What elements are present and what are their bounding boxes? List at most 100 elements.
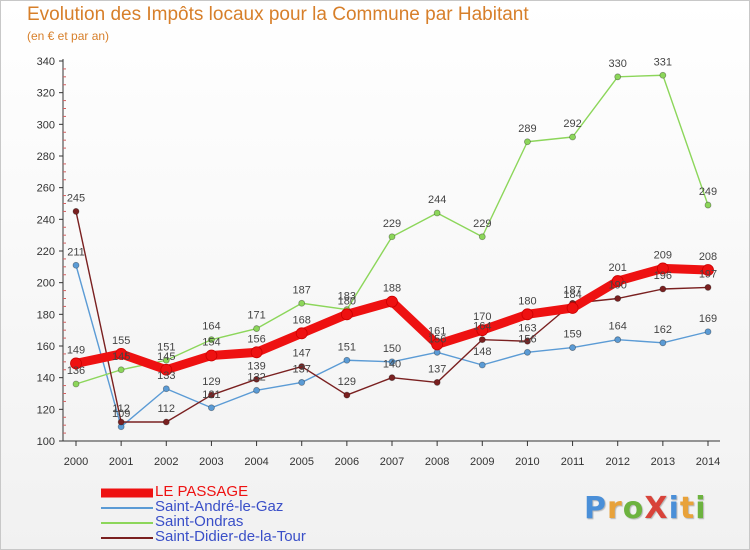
data-label: 150 [383,343,401,355]
data-label: 168 [293,314,311,326]
data-point [702,264,714,276]
data-point [524,348,531,356]
data-label: 162 [654,324,672,336]
data-label: 156 [518,333,536,345]
data-point [340,308,353,321]
chart-subtitle: (en € et par an) [27,29,110,43]
data-label: 145 [112,351,130,363]
data-point [388,233,396,241]
legend-swatch [101,506,153,509]
data-point [704,284,712,291]
data-point [431,338,444,351]
data-point [388,358,396,366]
data-point [72,380,80,388]
data-label: 171 [247,310,265,322]
legend-label: LE PASSAGE [155,483,249,500]
axes: 100 120 140 160 180 200 220 240 260 280 300 320 340 2… [37,56,721,468]
logo-letter: i [695,491,707,526]
y-tick-label: 180 [37,309,55,321]
y-tick-label: 340 [37,56,55,68]
y-tick-label: 320 [37,88,55,100]
y-tick-label: 120 [37,404,55,416]
data-label: 183 [338,291,356,303]
data-point [386,295,398,308]
data-point [70,357,82,370]
data-label: 244 [428,194,446,206]
data-point [162,385,170,393]
y-tick-label: 300 [37,119,55,131]
data-point [659,339,667,347]
data-point [253,325,260,332]
data-point [160,363,173,376]
data-label: 164 [202,321,220,333]
y-tick-label: 220 [37,246,55,258]
data-point [208,404,215,412]
data-point [659,285,667,293]
legend-swatch [101,536,153,539]
data-point [208,336,215,344]
data-point [162,356,170,364]
x-tick-label: 2004 [244,456,268,468]
x-tick-label: 2002 [154,456,178,468]
data-label: 129 [202,376,220,388]
data-label: 132 [247,371,265,383]
data-label: 137 [428,363,446,375]
data-point [295,327,308,340]
data-label: 169 [699,313,717,325]
data-label: 331 [654,56,672,68]
data-label: 190 [609,280,627,292]
data-point [343,356,351,364]
data-label: 188 [383,283,401,295]
data-point [388,374,396,382]
y-tick-label: 280 [37,151,55,163]
data-label: 184 [563,289,581,301]
data-point [433,209,441,217]
data-label: 151 [157,341,175,353]
y-tick-label: 240 [37,214,55,226]
data-label: 133 [157,370,175,382]
data-label: 155 [112,335,130,347]
data-label: 121 [202,389,220,401]
y-tick-label: 200 [37,278,55,290]
y-tick-label: 100 [37,436,55,448]
x-tick-label: 2013 [651,456,675,468]
data-label: 164 [473,321,491,333]
x-tick-label: 2009 [470,456,494,468]
x-tick-label: 2001 [109,456,133,468]
data-label: 292 [563,118,581,130]
data-label: 245 [67,192,85,204]
data-label: 249 [699,186,717,198]
logo-letter: i [668,491,680,526]
data-point [343,391,351,399]
chart-title: Evolution des Impôts locaux pour la Comm… [27,4,529,25]
y-tick-label: 160 [37,341,55,353]
logo-letter: o [622,491,645,526]
data-point [162,418,170,426]
y-tick-label: 260 [37,183,55,195]
x-tick-label: 2014 [696,456,720,468]
data-label: 163 [518,322,536,334]
data-point [72,261,80,269]
data-label: 145 [157,351,175,363]
data-point [117,366,125,374]
data-label: 147 [293,348,311,360]
legend-swatch [101,521,153,524]
data-label: 187 [293,284,311,296]
x-tick-label: 2005 [289,456,313,468]
data-point [433,379,441,386]
data-label: 137 [293,363,311,375]
logo-letter: r [607,491,623,526]
x-tick-label: 2000 [64,456,88,468]
data-label: 229 [473,218,491,230]
data-point [614,295,622,302]
data-point [208,391,215,399]
x-tick-label: 2003 [199,456,223,468]
x-tick-label: 2012 [605,456,629,468]
data-label: 136 [67,365,85,377]
data-point [117,418,125,426]
data-point [704,328,712,336]
data-point [524,337,531,345]
data-label: 197 [699,268,717,280]
data-label: 211 [67,246,85,258]
data-label: 201 [609,262,627,274]
